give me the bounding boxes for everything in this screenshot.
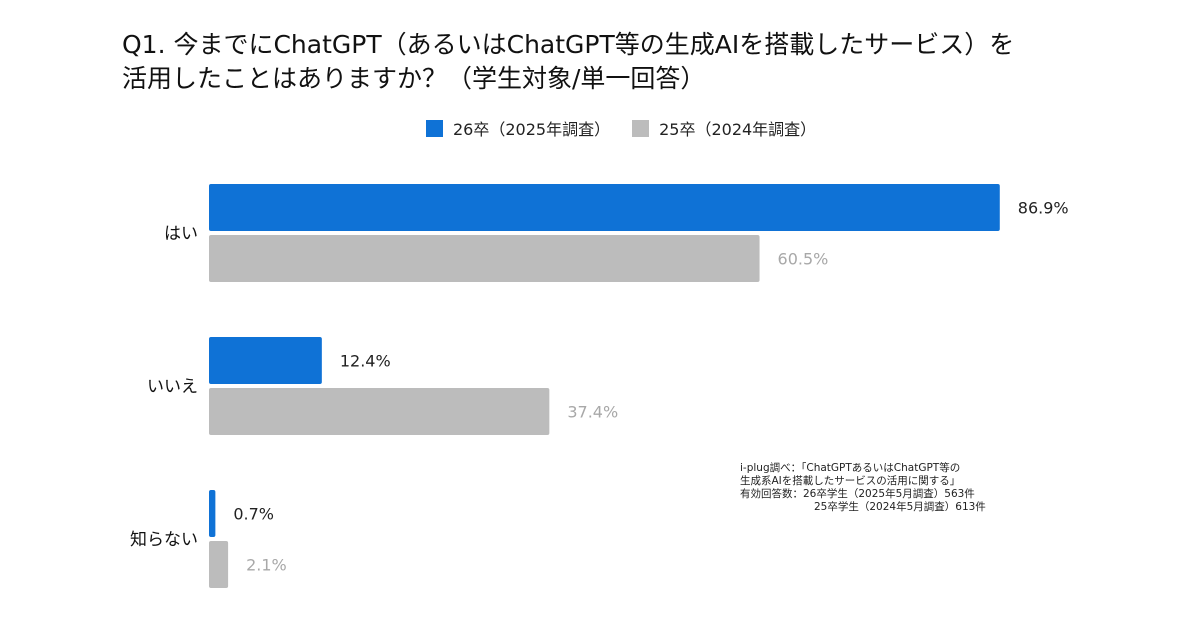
data-label: 0.7%	[233, 505, 274, 524]
source-note: i-plug調べ：「ChatGPTあるいはChatGPT等の 生成系AIを搭載し…	[740, 462, 986, 514]
bar-series-2026	[209, 490, 216, 537]
legend-swatch-2026	[426, 119, 443, 137]
bar-series-2026	[209, 184, 1000, 231]
source-note-line-2: 生成系AIを搭載したサービスの活用に関する」	[740, 475, 961, 487]
data-label: 2.1%	[246, 556, 287, 575]
source-note-line-4: 25卒学生（2024年5月調査）613件	[814, 501, 986, 513]
bar-series-2025	[209, 388, 550, 435]
chart-title-line-2: 活用したことはありますか？（学生対象/単一回答）	[122, 64, 706, 93]
legend-label-2026: 26卒（2025年調査）	[453, 120, 611, 139]
chart-title-line-1: Q1. 今までにChatGPT（あるいはChatGPT等の生成AIを搭載したサー…	[122, 30, 1015, 59]
category-label: はい	[164, 224, 198, 244]
source-note-line-3: 有効回答数：26卒学生（2025年5月調査）563件	[740, 488, 975, 500]
legend-label-2025: 25卒（2024年調査）	[659, 120, 817, 139]
data-label: 37.4%	[567, 403, 618, 422]
data-label: 12.4%	[340, 352, 391, 371]
category-label: 知らない	[130, 530, 198, 550]
category-label: いいえ	[147, 377, 198, 397]
legend-swatch-2025	[632, 119, 650, 137]
data-label: 86.9%	[1018, 199, 1069, 218]
bar-series-2025	[209, 235, 760, 282]
source-note-line-1: i-plug調べ：「ChatGPTあるいはChatGPT等の	[740, 462, 961, 474]
bar-series-2026	[209, 337, 322, 384]
chart-title: Q1. 今までにChatGPT（あるいはChatGPT等の生成AIを搭載したサー…	[122, 28, 1102, 96]
chart-legend: 26卒（2025年調査） 25卒（2024年調査）	[426, 116, 816, 140]
legend-item-2026: 26卒（2025年調査）	[426, 116, 610, 140]
data-label: 60.5%	[778, 250, 829, 269]
bar-series-2025	[209, 541, 229, 588]
legend-item-2025: 25卒（2024年調査）	[632, 116, 816, 140]
